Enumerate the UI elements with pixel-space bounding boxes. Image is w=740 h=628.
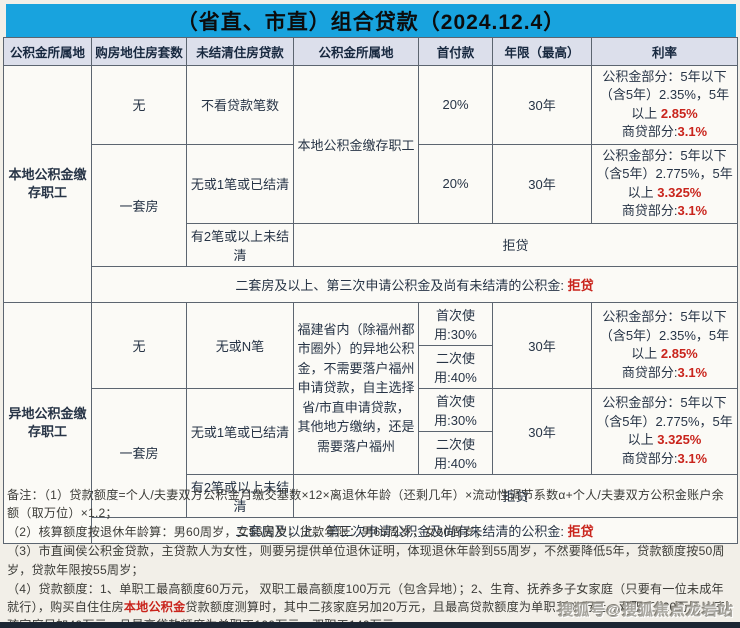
bottom-border-bar bbox=[0, 622, 740, 628]
local-r2-rate: 公积金部分：5年以下（含5年）2.775%，5年以上 3.325% 商贷部分:3… bbox=[591, 143, 738, 224]
local-r2-unsettled: 无或1笔或已结清 bbox=[186, 143, 294, 224]
nonlocal-row-2a: 一套房 无或1笔或已结清 首次使用:30% 30年 公积金部分：5年以下（含5年… bbox=[4, 387, 738, 518]
rate-fund-part: 公积金部分：5年以下（含5年）2.35%，5年以上 bbox=[599, 69, 730, 121]
rate-biz-label: 商贷部分: bbox=[621, 450, 678, 466]
rate-biz-highlight: 3.1% bbox=[677, 364, 708, 380]
rate-biz-highlight: 3.1% bbox=[677, 203, 708, 219]
footnote-4-text: （4）贷款额度：1、单职工最高额度60万元， 双职工最高额度100万元（包含异地… bbox=[7, 581, 724, 614]
nonlocal-r1-rate: 公积金部分：5年以下（含5年）2.35%，5年以上 2.85% 商贷部分:3.1… bbox=[591, 301, 738, 389]
watermark-text: 搜狐号@搜狐焦点龙岩站 bbox=[558, 602, 734, 619]
nonlocal-r1-units: 无 bbox=[91, 301, 187, 389]
nonlocal-row-1b: 二次使用:40% bbox=[4, 344, 738, 389]
nonlocal-r2-term: 30年 bbox=[492, 387, 592, 475]
local-r2-down-payment: 20% bbox=[418, 143, 493, 224]
local-fund-area: 本地公积金缴存职工 bbox=[293, 65, 419, 224]
col-header-fund-origin2: 公积金所属地 bbox=[293, 37, 419, 66]
col-header-down-payment: 首付款 bbox=[418, 37, 493, 66]
nonlocal-fund-area: 福建省内（除福州都市圈外）的异地公积金，不需要落户福州申请贷款，自主选择省/市直… bbox=[293, 301, 419, 475]
nonlocal-group-label: 异地公积金缴存职工 bbox=[3, 301, 92, 544]
nonlocal-note-row: 二套房及以上、第三次申请公积金及尚有未结清的公积金: 拒贷 bbox=[4, 516, 738, 544]
local-row-1: 本地公积金缴存职工 无 不看贷款笔数 本地公积金缴存职工 20% 30年 公积金… bbox=[3, 65, 738, 303]
local-r2-term: 30年 bbox=[492, 143, 592, 224]
col-header-fund-origin: 公积金所属地 bbox=[3, 37, 92, 66]
nonlocal-row-1a: 异地公积金缴存职工 无 无或N笔 福建省内（除福州都市圈外）的异地公积金，不需要… bbox=[3, 301, 738, 544]
local-note-verdict: 拒贷 bbox=[567, 277, 594, 293]
nonlocal-note-text: 二套房及以上、第三次申请公积金及尚有未结清的公积金: bbox=[235, 523, 568, 539]
footnote-4-highlight: 本地公积金 bbox=[123, 599, 186, 614]
local-row-2: 一套房 无或1笔或已结清 20% 30年 公积金部分：5年以下（含5年）2.77… bbox=[4, 143, 738, 267]
rate-fund-part: 公积金部分：5年以下（含5年）2.775%，5年以上 bbox=[596, 147, 733, 200]
nonlocal-r2-units: 一套房 bbox=[91, 387, 187, 518]
local-r3-verdict: 拒贷 bbox=[293, 222, 738, 267]
rate-fund-part: 公积金部分：5年以下（含5年）2.775%，5年以上 bbox=[596, 395, 733, 448]
local-row-3: 有2笔或以上未结清 拒贷 bbox=[4, 222, 738, 267]
col-header-unsettled-loans: 未结清住房贷款 bbox=[186, 37, 294, 66]
nonlocal-row-3: 有2笔或以上未结清 拒贷 bbox=[4, 473, 738, 518]
local-note-text: 二套房及以上、第三次申请公积金及尚有未结清的公积金: bbox=[235, 277, 568, 293]
rate-biz-highlight: 3.1% bbox=[677, 124, 708, 140]
nonlocal-r3-verdict: 拒贷 bbox=[293, 473, 738, 518]
rate-biz-label: 商贷部分: bbox=[621, 203, 678, 219]
nonlocal-r2-unsettled: 无或1笔或已结清 bbox=[186, 387, 294, 475]
rate-biz-highlight: 3.1% bbox=[677, 450, 708, 466]
nonlocal-r2-down-first: 首次使用:30% bbox=[418, 387, 493, 432]
nonlocal-r2-rate: 公积金部分：5年以下（含5年）2.775%，5年以上 3.325% 商贷部分:3… bbox=[591, 387, 738, 475]
nonlocal-note-verdict: 拒贷 bbox=[567, 523, 594, 539]
local-r1-term: 30年 bbox=[492, 65, 592, 145]
local-r1-units: 无 bbox=[91, 65, 187, 145]
local-group-label: 本地公积金缴存职工 bbox=[3, 65, 92, 303]
loan-table: 公积金所属地 购房地住房套数 未结清住房贷款 公积金所属地 首付款 年限（最高）… bbox=[3, 37, 738, 544]
nonlocal-note-cell: 二套房及以上、第三次申请公积金及尚有未结清的公积金: 拒贷 bbox=[91, 516, 738, 544]
nonlocal-row-2b: 二次使用:40% bbox=[4, 430, 738, 475]
footnote-1: 备注：（1）贷款额度=个人/夫妻双方公积金月缴交基数×12×离退休年龄（还剩几年… bbox=[7, 488, 724, 521]
local-note-cell: 二套房及以上、第三次申请公积金及尚有未结清的公积金: 拒贷 bbox=[91, 265, 738, 303]
local-r3-unsettled: 有2笔或以上未结清 bbox=[186, 222, 294, 267]
col-header-rate: 利率 bbox=[591, 37, 738, 66]
rate-biz-label: 商贷部分: bbox=[621, 124, 678, 140]
nonlocal-r1-unsettled: 无或N笔 bbox=[186, 301, 294, 389]
header-row: 公积金所属地 购房地住房套数 未结清住房贷款 公积金所属地 首付款 年限（最高）… bbox=[3, 37, 738, 66]
nonlocal-r2-down-second: 二次使用:40% bbox=[418, 430, 493, 475]
nonlocal-r1-term: 30年 bbox=[492, 301, 592, 389]
rate-fund-highlight: 3.325% bbox=[657, 432, 702, 448]
nonlocal-r1-down-second: 二次使用:40% bbox=[418, 344, 493, 389]
rate-fund-highlight: 3.325% bbox=[657, 184, 702, 200]
local-note-row: 二套房及以上、第三次申请公积金及尚有未结清的公积金: 拒贷 bbox=[4, 265, 738, 303]
footnote-3: （3）市直闽侯公积金贷款，主贷款人为女性，则要另提供单位退休证明，体现退休年龄到… bbox=[7, 544, 725, 577]
rate-biz-label: 商贷部分: bbox=[621, 364, 678, 380]
local-r1-rate: 公积金部分：5年以下（含5年）2.35%，5年以上 2.85% 商贷部分:3.1… bbox=[591, 65, 738, 145]
rate-fund-highlight: 2.85% bbox=[660, 346, 698, 362]
page-title: （省直、市直）组合贷款（2024.12.4） bbox=[6, 4, 736, 37]
nonlocal-r1-down-first: 首次使用:30% bbox=[418, 301, 493, 346]
local-r1-down-payment: 20% bbox=[418, 65, 493, 145]
local-r1-unsettled: 不看贷款笔数 bbox=[186, 65, 294, 145]
col-header-house-count: 购房地住房套数 bbox=[91, 37, 187, 66]
nonlocal-r3-unsettled: 有2笔或以上未结清 bbox=[186, 473, 294, 518]
local-r2-units: 一套房 bbox=[91, 143, 187, 267]
col-header-term-max: 年限（最高） bbox=[492, 37, 592, 66]
rate-fund-highlight: 2.85% bbox=[660, 105, 698, 121]
rate-fund-part: 公积金部分：5年以下（含5年）2.35%，5年以上 bbox=[599, 309, 730, 362]
footnote-2: （2）核算额度按退休年龄算：男60周岁，女55周岁；贷款年限：男65周岁，女60… bbox=[7, 525, 488, 540]
